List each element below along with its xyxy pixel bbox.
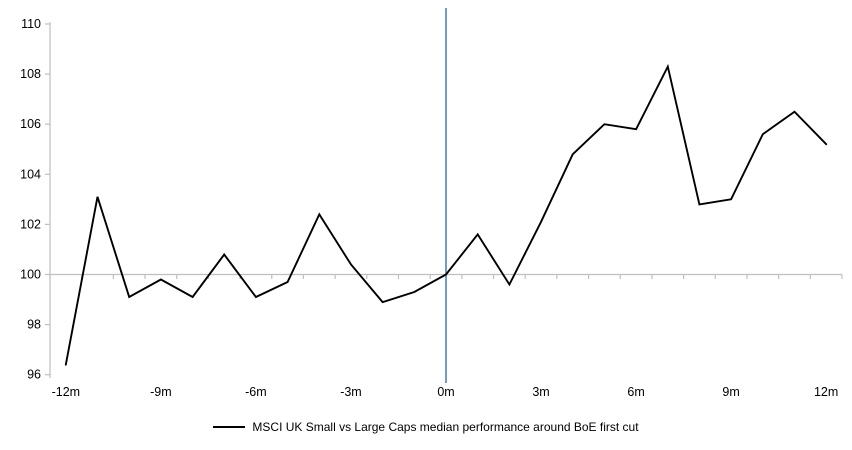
- legend: MSCI UK Small vs Large Caps median perfo…: [0, 416, 852, 438]
- x-tick-label: 0m: [437, 385, 454, 399]
- x-tick-label: -12m: [52, 385, 80, 399]
- x-tick-label: -3m: [340, 385, 362, 399]
- x-tick-label: -6m: [245, 385, 267, 399]
- y-tick-label: 100: [20, 268, 41, 282]
- x-tick-label: -9m: [150, 385, 172, 399]
- series-line: [64, 63, 828, 366]
- legend-label: MSCI UK Small vs Large Caps median perfo…: [252, 420, 639, 434]
- y-tick-label: 104: [20, 167, 41, 181]
- y-tick-label: 108: [20, 67, 41, 81]
- x-tick-label: 9m: [722, 385, 739, 399]
- x-tick-label: 3m: [532, 385, 549, 399]
- x-tick-label: 12m: [814, 385, 838, 399]
- y-tick-label: 110: [21, 17, 41, 31]
- x-tick-label: 6m: [627, 385, 644, 399]
- y-tick-label: 102: [20, 217, 41, 231]
- legend-line-swatch: [213, 426, 246, 428]
- line-chart: 96 98 100 102 104 106 108 110 -12m -9m -6m -3m 0m 3m 6…: [20, 8, 843, 399]
- y-tick-label: 98: [27, 318, 41, 332]
- y-tick-label: 106: [20, 117, 41, 131]
- y-tick-label: 96: [27, 368, 41, 382]
